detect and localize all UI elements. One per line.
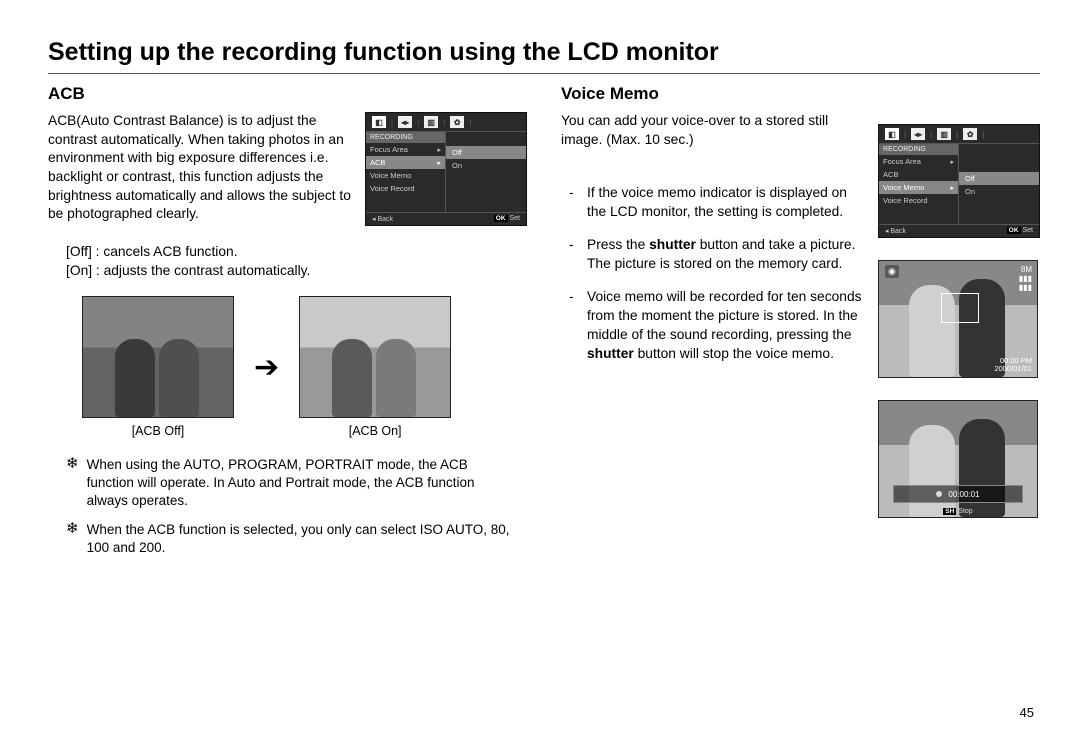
page-number: 45: [1020, 705, 1034, 720]
acb-compare-figure: [ACB Off] ➔ [ACB On]: [82, 296, 527, 438]
camera-tab-icon: ◧: [372, 116, 386, 128]
lcd-option-on: On: [959, 185, 1039, 198]
sound-tab-icon: ◂▸: [911, 128, 925, 140]
acb-off-thumb: [82, 296, 234, 418]
acb-intro: ACB(Auto Contrast Balance) is to adjust …: [48, 112, 351, 224]
display-tab-icon: ▥: [424, 116, 438, 128]
lcd-option-on: On: [446, 159, 526, 172]
vm-bullet-1: - If the voice memo indicator is display…: [569, 183, 864, 221]
acb-on-thumb: [299, 296, 451, 418]
acb-off-caption: [ACB Off]: [132, 424, 185, 438]
voice-memo-section: Voice Memo You can add your voice-over t…: [561, 84, 1040, 567]
acb-on-caption: [ACB On]: [349, 424, 402, 438]
vm-intro: You can add your voice-over to a stored …: [561, 112, 864, 149]
vm-preview-photo: ◉ 8M ▮▮▮ ▮▮▮ 00:00 PM 2000/01/01: [878, 260, 1038, 378]
lcd-option-off: Off: [446, 146, 526, 159]
lcd-section-label: RECORDING: [879, 144, 958, 155]
acb-note-1: ❄ When using the AUTO, PROGRAM, PORTRAIT…: [66, 456, 517, 511]
lcd-row-focus-area: Focus Area▸: [879, 155, 958, 168]
recording-stop-hint: SH Stop: [879, 508, 1037, 515]
vm-recording-photo: 00:00:01 SH Stop: [878, 400, 1038, 518]
acb-heading: ACB: [48, 84, 527, 104]
focus-box-icon: [941, 293, 979, 323]
acb-lcd-menu: ◧| ◂▸| ▥| ✿| RECORDING Focus Area▸ ACB▸ …: [365, 112, 527, 226]
vm-bullet-2: - Press the shutter button and take a pi…: [569, 235, 864, 273]
acb-on-line: [On] : adjusts the contrast automaticall…: [66, 263, 527, 278]
lcd-back: ◂ Back: [885, 227, 906, 235]
lcd-row-voice-memo: Voice Memo: [366, 169, 445, 182]
lcd-back: ◂ Back: [372, 215, 393, 223]
lcd-option-off: Off: [959, 172, 1039, 185]
mode-icon: ◉: [885, 265, 899, 278]
note-icon: ❄: [66, 521, 79, 557]
lcd-ok-set: OK Set: [1007, 227, 1033, 235]
recording-time: 00:00:01: [948, 490, 979, 499]
acb-off-line: [Off] : cancels ACB function.: [66, 244, 527, 259]
lcd-row-voice-memo: Voice Memo▸: [879, 181, 958, 194]
lcd-row-focus-area: Focus Area▸: [366, 143, 445, 156]
vm-heading: Voice Memo: [561, 84, 1040, 104]
lcd-row-acb: ACB▸: [366, 156, 445, 169]
sound-tab-icon: ◂▸: [398, 116, 412, 128]
camera-tab-icon: ◧: [885, 128, 899, 140]
arrow-right-icon: ➔: [254, 350, 279, 385]
recording-bar: 00:00:01: [893, 485, 1023, 503]
vm-bullet-3: - Voice memo will be recorded for ten se…: [569, 287, 864, 363]
record-dot-icon: [936, 491, 942, 497]
osd-resolution: 8M ▮▮▮ ▮▮▮: [1019, 265, 1032, 293]
note-icon: ❄: [66, 456, 79, 511]
osd-datetime: 00:00 PM 2000/01/01: [994, 357, 1032, 374]
settings-tab-icon: ✿: [963, 128, 977, 140]
lcd-row-voice-record: Voice Record: [879, 194, 958, 207]
settings-tab-icon: ✿: [450, 116, 464, 128]
acb-note-2: ❄ When the ACB function is selected, you…: [66, 521, 517, 557]
lcd-row-voice-record: Voice Record: [366, 182, 445, 195]
vm-lcd-menu: ◧| ◂▸| ▥| ✿| RECORDING Focus Area▸ ACB V…: [878, 124, 1040, 238]
lcd-ok-set: OK Set: [494, 215, 520, 223]
page-title: Setting up the recording function using …: [48, 38, 1040, 74]
acb-section: ACB ACB(Auto Contrast Balance) is to adj…: [48, 84, 527, 567]
display-tab-icon: ▥: [937, 128, 951, 140]
lcd-row-acb: ACB: [879, 168, 958, 181]
lcd-section-label: RECORDING: [366, 132, 445, 143]
